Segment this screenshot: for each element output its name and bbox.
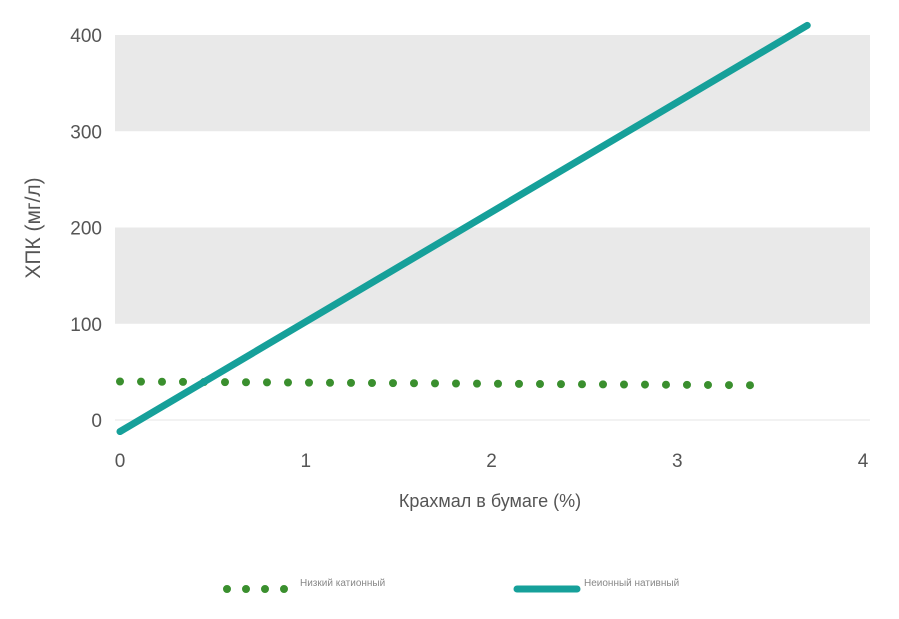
x-tick-label: 2 — [486, 451, 497, 472]
series-nonionic-native-line — [116, 21, 811, 436]
grid-band — [115, 35, 870, 132]
legend-label: Неионный нативный — [584, 578, 679, 589]
x-axis-label: Крахмал в бумаге (%) — [399, 491, 581, 511]
y-tick-label: 0 — [91, 411, 102, 432]
x-tick-label: 4 — [858, 451, 869, 472]
series-low-cationic-line — [116, 377, 775, 390]
legend-label: Низкий катионный — [300, 578, 385, 589]
y-tick-label: 300 — [70, 122, 102, 143]
y-tick-label: 200 — [70, 219, 102, 240]
x-tick-label: 1 — [300, 451, 311, 472]
y-tick-label: 400 — [70, 26, 102, 47]
y-tick-label: 100 — [70, 315, 102, 336]
x-tick-label: 3 — [672, 451, 683, 472]
x-tick-label: 0 — [115, 451, 126, 472]
grid-band — [115, 227, 870, 324]
y-axis-label: ХПК (мг/л) — [22, 177, 45, 278]
